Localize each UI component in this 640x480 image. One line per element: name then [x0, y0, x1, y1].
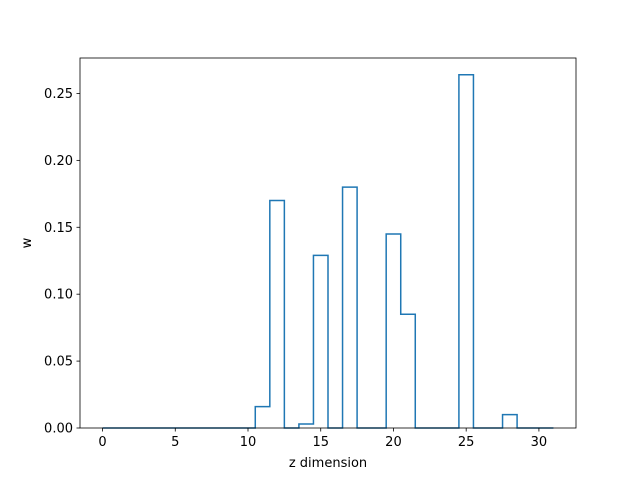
histogram-bin — [503, 415, 518, 428]
histogram-bin — [401, 314, 416, 428]
x-tick-label: 10 — [240, 435, 257, 450]
axes-frame — [79, 57, 577, 429]
y-tick-label: 0.15 — [44, 221, 73, 236]
histogram-bin — [459, 75, 474, 428]
x-axis-label: z dimension — [289, 456, 367, 471]
histogram-bin — [343, 187, 358, 428]
x-tick-label: 20 — [385, 435, 402, 450]
histogram-bin — [313, 255, 328, 428]
histogram-bin — [255, 407, 270, 428]
y-tick-label: 0.20 — [44, 154, 73, 169]
x-tick-label: 15 — [312, 435, 329, 450]
x-tick-label: 5 — [171, 435, 179, 450]
y-tick-label: 0.00 — [44, 422, 73, 437]
x-tick-label: 25 — [458, 435, 475, 450]
y-axis-label: w — [20, 237, 35, 248]
y-tick-label: 0.10 — [44, 288, 73, 303]
histogram-bin — [386, 234, 401, 428]
plot-area: 0 5 10 15 20 25 30 0.00 0.05 0.10 0.15 0.20 0.25 — [44, 57, 577, 450]
y-tick-label: 0.25 — [44, 87, 73, 102]
histogram-bin — [270, 201, 285, 428]
x-tick-label: 0 — [98, 435, 106, 450]
y-tick-label: 0.05 — [44, 355, 73, 370]
x-tick-label: 30 — [531, 435, 548, 450]
histogram-step-series — [102, 73, 554, 429]
